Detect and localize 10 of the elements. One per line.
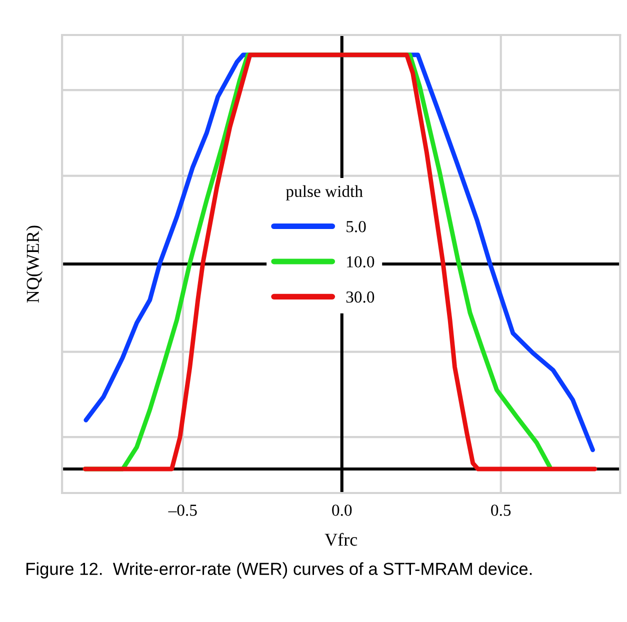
- x-axis-title: Vfrc: [324, 532, 358, 546]
- legend-label: 10.0: [347, 256, 374, 268]
- y-axis-title: NQ(WER): [26, 226, 43, 303]
- x-tick-label: 0.0: [332, 504, 352, 516]
- legend-title: pulse width: [286, 185, 363, 200]
- x-tick-label: 0.5: [491, 504, 511, 516]
- caption: Figure 12. Write-error-rate (WER) curves of a STT-MRAM device.: [26, 562, 532, 578]
- legend-label: 5.0: [346, 221, 366, 232]
- legend-label: 30.0: [346, 291, 374, 303]
- x-tick-label: –0.5: [168, 504, 197, 516]
